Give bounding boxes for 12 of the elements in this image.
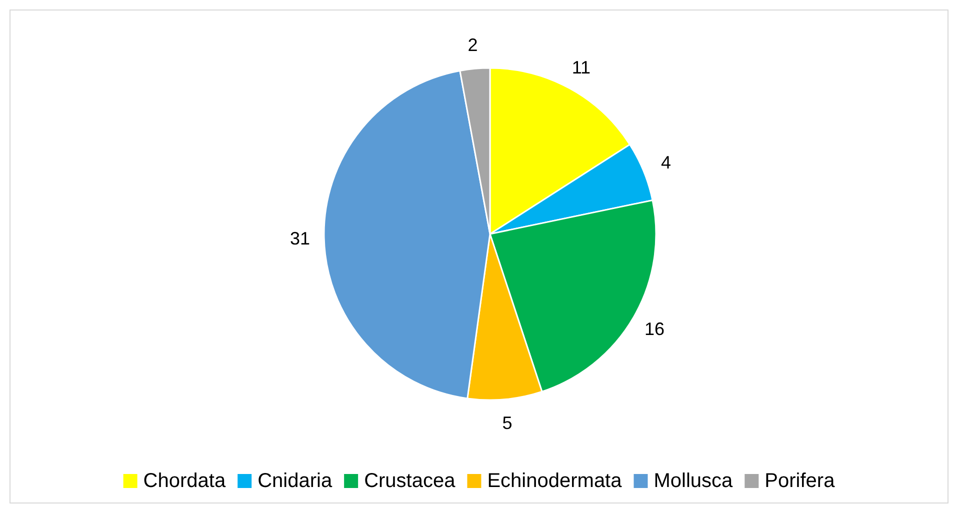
data-label: 16	[644, 319, 665, 339]
legend-label: Chordata	[143, 470, 226, 492]
data-label: 31	[290, 228, 310, 248]
data-label: 11	[572, 57, 591, 78]
legend-label: Mollusca	[654, 470, 734, 492]
legend-label: Porifera	[764, 470, 836, 492]
legend-label: Crustacea	[364, 470, 456, 492]
data-label: 2	[468, 34, 478, 55]
data-label: 4	[660, 152, 671, 172]
legend-label: Cnidaria	[258, 470, 333, 492]
legend-label: Echinodermata	[487, 470, 623, 492]
data-label: 5	[502, 413, 512, 434]
